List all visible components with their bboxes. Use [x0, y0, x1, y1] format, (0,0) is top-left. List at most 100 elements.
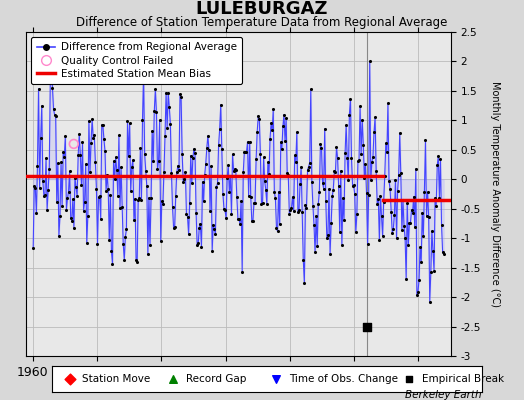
- Point: [417, 259, 425, 266]
- Point: [335, 229, 344, 236]
- Point: [37, 135, 45, 141]
- Point: [194, 240, 202, 246]
- Point: [357, 150, 365, 157]
- Point: [184, 231, 193, 237]
- Point: [373, 201, 381, 208]
- Point: [427, 269, 435, 275]
- Point: [173, 162, 182, 169]
- Point: [321, 126, 329, 132]
- Point: [197, 244, 205, 250]
- Point: [120, 257, 128, 263]
- Point: [117, 164, 125, 170]
- Point: [370, 129, 378, 135]
- Point: [80, 199, 89, 205]
- Point: [50, 112, 59, 118]
- Point: [250, 199, 258, 206]
- Point: [200, 198, 208, 204]
- Point: [268, 127, 276, 133]
- Point: [412, 166, 420, 172]
- Point: [363, 323, 371, 330]
- Point: [240, 149, 248, 156]
- Point: [103, 172, 111, 178]
- Point: [280, 111, 288, 118]
- Point: [387, 208, 395, 215]
- Point: [165, 104, 173, 110]
- Point: [51, 113, 60, 119]
- Point: [254, 113, 263, 119]
- Point: [210, 226, 219, 232]
- Point: [331, 169, 340, 175]
- Point: [340, 216, 348, 223]
- Point: [235, 216, 243, 222]
- Point: [112, 154, 120, 160]
- Point: [334, 183, 343, 189]
- Point: [121, 234, 129, 240]
- Point: [67, 214, 75, 221]
- Point: [114, 193, 122, 199]
- Point: [430, 268, 438, 274]
- Point: [70, 141, 78, 147]
- Point: [133, 258, 141, 265]
- Point: [355, 157, 363, 164]
- Point: [192, 209, 200, 216]
- Point: [30, 183, 38, 189]
- Point: [377, 213, 386, 219]
- Point: [49, 106, 58, 112]
- Point: [313, 243, 321, 249]
- Point: [372, 168, 380, 174]
- Point: [38, 102, 46, 109]
- Point: [89, 134, 97, 141]
- Point: [59, 149, 68, 156]
- Point: [425, 298, 434, 305]
- Point: [209, 222, 217, 228]
- Point: [299, 257, 308, 263]
- Point: [144, 251, 152, 257]
- Point: [225, 188, 234, 195]
- Point: [269, 106, 277, 112]
- Point: [152, 109, 161, 115]
- Point: [146, 242, 154, 248]
- Point: [375, 237, 384, 244]
- Point: [424, 214, 433, 220]
- Point: [279, 123, 287, 130]
- Point: [388, 230, 397, 236]
- Point: [289, 208, 298, 214]
- Point: [348, 183, 357, 190]
- Point: [32, 210, 40, 216]
- Point: [177, 94, 185, 100]
- Point: [327, 220, 335, 227]
- Point: [191, 150, 199, 156]
- Point: [324, 232, 332, 238]
- Point: [219, 191, 227, 197]
- Point: [52, 199, 61, 206]
- Point: [294, 209, 302, 216]
- Text: Time of Obs. Change: Time of Obs. Change: [289, 374, 398, 384]
- Point: [322, 197, 330, 204]
- Point: [344, 176, 353, 183]
- Point: [160, 169, 168, 176]
- Point: [158, 198, 166, 204]
- Point: [301, 202, 310, 209]
- Point: [251, 200, 259, 206]
- Point: [57, 159, 65, 166]
- Point: [265, 171, 273, 177]
- Point: [414, 289, 422, 295]
- Point: [224, 162, 233, 168]
- Point: [352, 229, 360, 236]
- Point: [88, 116, 96, 122]
- Point: [47, 60, 56, 66]
- Point: [253, 129, 261, 135]
- Point: [241, 148, 249, 155]
- Point: [113, 167, 121, 174]
- Point: [143, 183, 151, 189]
- Point: [281, 138, 289, 144]
- Point: [87, 140, 95, 146]
- Point: [389, 226, 398, 232]
- Y-axis label: Monthly Temperature Anomaly Difference (°C): Monthly Temperature Anomaly Difference (…: [490, 81, 500, 307]
- Point: [107, 248, 116, 254]
- Point: [53, 160, 62, 166]
- Text: Difference of Station Temperature Data from Regional Average: Difference of Station Temperature Data f…: [77, 16, 447, 29]
- Point: [43, 206, 51, 213]
- Point: [440, 251, 448, 258]
- Point: [125, 120, 134, 126]
